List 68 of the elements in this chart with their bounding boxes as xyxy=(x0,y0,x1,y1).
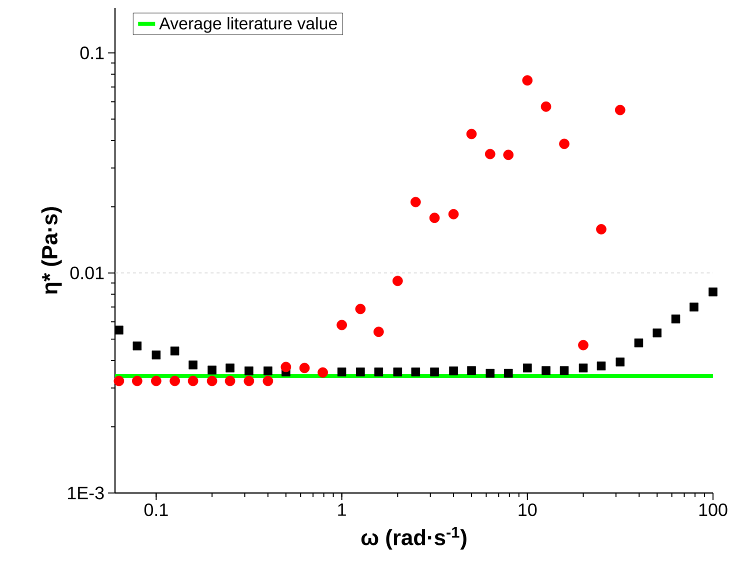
point xyxy=(188,376,198,386)
x-tick-label: 1 xyxy=(338,503,346,516)
point xyxy=(114,326,124,334)
point xyxy=(318,367,328,378)
point xyxy=(264,366,272,376)
point xyxy=(224,376,236,386)
point xyxy=(540,101,552,112)
point xyxy=(337,368,346,376)
point xyxy=(132,376,142,386)
point xyxy=(410,196,421,208)
point xyxy=(466,128,477,140)
point xyxy=(170,346,180,356)
point xyxy=(503,150,514,160)
x-tick-label: 0.1 xyxy=(144,503,168,516)
point xyxy=(523,364,532,372)
legend-label: Average literature value xyxy=(159,17,337,33)
point xyxy=(336,320,347,330)
point xyxy=(596,362,606,370)
point xyxy=(467,366,476,375)
point xyxy=(188,360,198,370)
point xyxy=(560,366,569,375)
point xyxy=(634,338,644,348)
point xyxy=(206,376,218,386)
point xyxy=(484,148,496,160)
point xyxy=(244,376,254,386)
point xyxy=(486,368,495,378)
point xyxy=(170,376,180,386)
point xyxy=(614,104,626,116)
point xyxy=(208,366,216,374)
y-tick-label: 1E-3 xyxy=(68,486,104,500)
point xyxy=(152,350,161,360)
point xyxy=(671,314,680,324)
point xyxy=(114,376,124,386)
y-tick-label: 0.1 xyxy=(80,46,104,60)
y-axis-title: η* (Pa·s) xyxy=(41,207,62,294)
point xyxy=(373,326,384,338)
point xyxy=(393,368,402,376)
point xyxy=(522,75,533,86)
point xyxy=(132,342,142,350)
point xyxy=(616,358,625,366)
point xyxy=(226,364,234,372)
x-axis-title: ω (rad·s$^{-1}$) xyxy=(361,527,466,550)
point xyxy=(578,340,588,350)
point xyxy=(356,368,365,376)
point xyxy=(559,138,570,150)
x-tick-label: 100 xyxy=(699,503,728,516)
point xyxy=(411,368,420,376)
point xyxy=(355,304,366,314)
point xyxy=(652,328,662,338)
point xyxy=(280,362,292,372)
point xyxy=(708,288,718,296)
point xyxy=(504,368,513,378)
point xyxy=(690,302,698,312)
point xyxy=(429,212,440,224)
point xyxy=(262,376,274,386)
point xyxy=(430,368,439,376)
point xyxy=(392,276,403,286)
point xyxy=(596,224,606,234)
point xyxy=(578,364,588,372)
y-tick-label: 0.01 xyxy=(70,266,104,280)
x-tick-label: 10 xyxy=(518,503,537,516)
point xyxy=(449,366,458,376)
point xyxy=(374,368,384,376)
point xyxy=(448,208,459,220)
point xyxy=(151,376,162,386)
point xyxy=(299,362,310,374)
point xyxy=(542,366,550,375)
point xyxy=(244,366,254,376)
